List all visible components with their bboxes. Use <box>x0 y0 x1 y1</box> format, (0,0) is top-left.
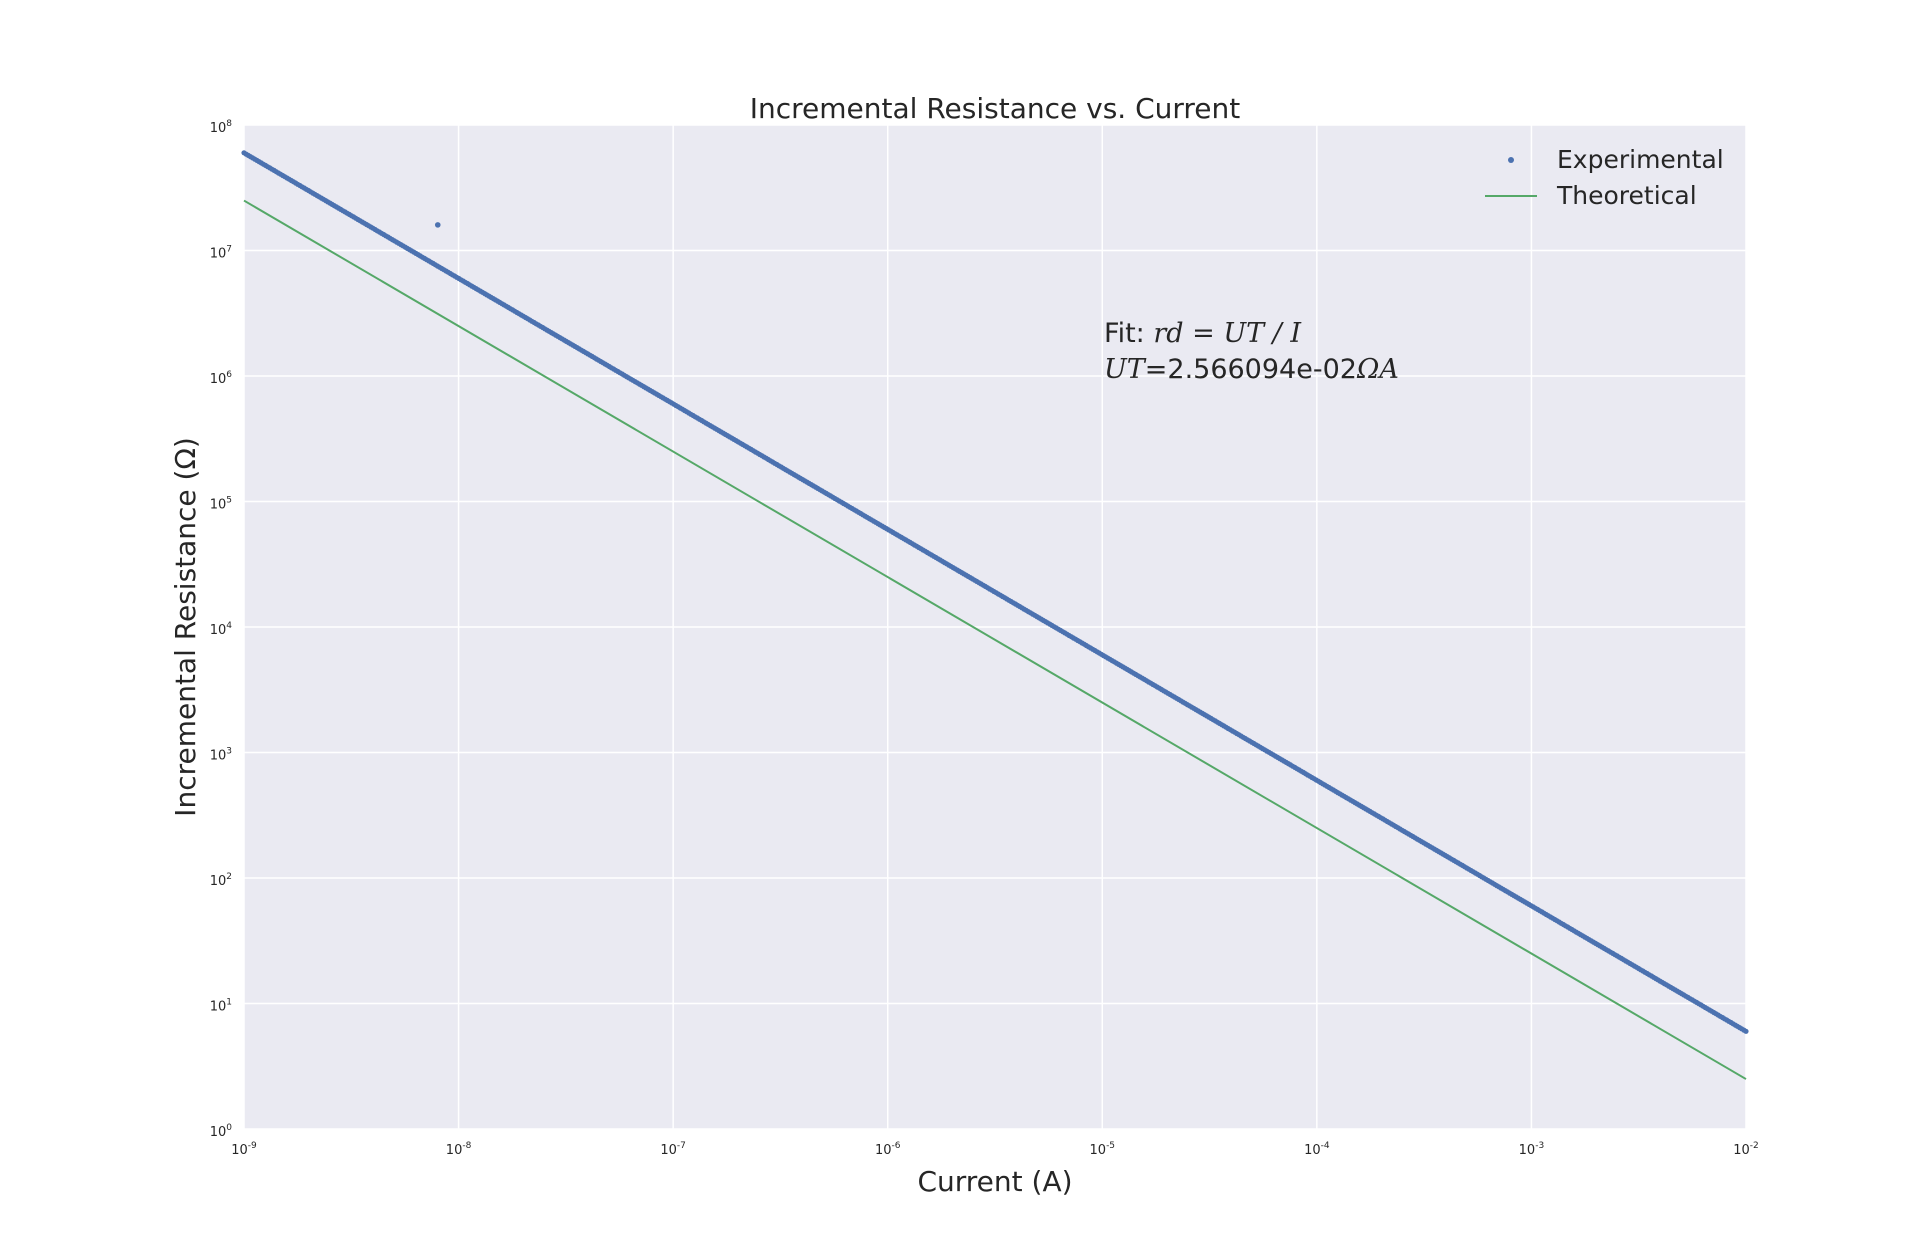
y-tick-label: 105 <box>210 496 232 513</box>
y-tick-base: 10 <box>210 623 227 638</box>
y-tick-label: 106 <box>210 370 233 387</box>
y-axis-label: Incremental Resistance (Ω) <box>169 437 202 817</box>
y-tick-base: 10 <box>210 121 227 136</box>
fit-param-value: =2.566094e-02 <box>1145 354 1357 385</box>
legend-label-theoretical: Theoretical <box>1556 181 1697 210</box>
fit-annotation-line1: Fit: rd = UT / I <box>1104 318 1302 349</box>
y-tick-label: 108 <box>210 119 233 136</box>
experimental-point <box>434 222 441 228</box>
y-tick-exponent: 2 <box>226 872 232 882</box>
y-tick-base: 10 <box>210 372 227 387</box>
x-tick-label: 10-5 <box>1090 1141 1116 1158</box>
y-tick-label: 101 <box>210 998 232 1015</box>
fit-equation: rd = UT / I <box>1153 318 1302 349</box>
legend: Experimental Theoretical <box>1485 145 1724 210</box>
x-axis-label: Current (A) <box>917 1165 1072 1198</box>
y-tick-exponent: 0 <box>226 1123 232 1133</box>
x-tick-exponent: -3 <box>1535 1141 1544 1151</box>
x-tick-label: 10-6 <box>875 1141 901 1158</box>
fit-annotation-line2: UT=2.566094e-02ΩA <box>1104 354 1399 385</box>
theoretical-line <box>243 199 1747 1080</box>
theoretical-series <box>243 199 1747 1080</box>
y-tick-exponent: 4 <box>226 621 232 631</box>
x-axis-ticks: 10-9 10-8 10-7 10-6 10-5 10-4 10-3 10-2 <box>231 1141 1759 1158</box>
y-tick-exponent: 6 <box>226 370 232 380</box>
chart-title: Incremental Resistance vs. Current <box>750 92 1241 125</box>
grid-lines <box>243 124 1747 1130</box>
x-tick-label: 10-8 <box>446 1141 472 1158</box>
x-tick-base: 10 <box>231 1143 248 1158</box>
experimental-point <box>1743 1028 1749 1034</box>
y-tick-base: 10 <box>210 498 227 513</box>
fit-prefix: Fit: <box>1104 318 1153 349</box>
y-tick-base: 10 <box>210 749 227 764</box>
x-tick-exponent: -9 <box>248 1141 257 1151</box>
x-tick-exponent: -4 <box>1321 1141 1330 1151</box>
x-tick-label: 10-7 <box>660 1141 686 1158</box>
y-tick-label: 102 <box>210 872 232 889</box>
y-tick-base: 10 <box>210 1125 227 1140</box>
y-tick-base: 10 <box>210 1000 227 1015</box>
x-tick-label: 10-2 <box>1733 1141 1759 1158</box>
y-tick-exponent: 3 <box>226 747 232 757</box>
y-tick-exponent: 1 <box>226 998 232 1008</box>
y-tick-label: 104 <box>210 621 233 638</box>
legend-label-experimental: Experimental <box>1557 145 1724 174</box>
fit-annotation: Fit: rd = UT / I UT=2.566094e-02ΩA <box>1104 318 1399 385</box>
legend-marker-experimental <box>1508 157 1514 163</box>
x-tick-base: 10 <box>1304 1143 1321 1158</box>
fit-param-symbol: UT <box>1104 354 1147 385</box>
x-tick-label: 10-3 <box>1519 1141 1545 1158</box>
y-tick-label: 100 <box>210 1123 233 1140</box>
y-tick-label: 107 <box>210 245 232 262</box>
x-tick-base: 10 <box>660 1143 677 1158</box>
x-tick-base: 10 <box>1519 1143 1536 1158</box>
x-tick-base: 10 <box>1090 1143 1107 1158</box>
x-tick-exponent: -8 <box>462 1141 471 1151</box>
y-tick-base: 10 <box>210 247 227 262</box>
x-tick-label: 10-4 <box>1304 1141 1330 1158</box>
x-tick-base: 10 <box>446 1143 463 1158</box>
x-tick-exponent: -7 <box>677 1141 686 1151</box>
x-tick-base: 10 <box>1733 1143 1750 1158</box>
y-tick-exponent: 7 <box>226 245 232 255</box>
x-tick-exponent: -2 <box>1750 1141 1759 1151</box>
y-tick-exponent: 8 <box>226 119 232 129</box>
x-tick-label: 10-9 <box>231 1141 257 1158</box>
experimental-series <box>241 150 1749 1034</box>
y-tick-label: 103 <box>210 747 232 764</box>
x-tick-exponent: -6 <box>891 1141 900 1151</box>
y-tick-exponent: 5 <box>226 496 232 506</box>
y-tick-base: 10 <box>210 874 227 889</box>
x-tick-exponent: -5 <box>1106 1141 1115 1151</box>
fit-param-unit: ΩA <box>1356 354 1399 385</box>
x-tick-base: 10 <box>875 1143 892 1158</box>
